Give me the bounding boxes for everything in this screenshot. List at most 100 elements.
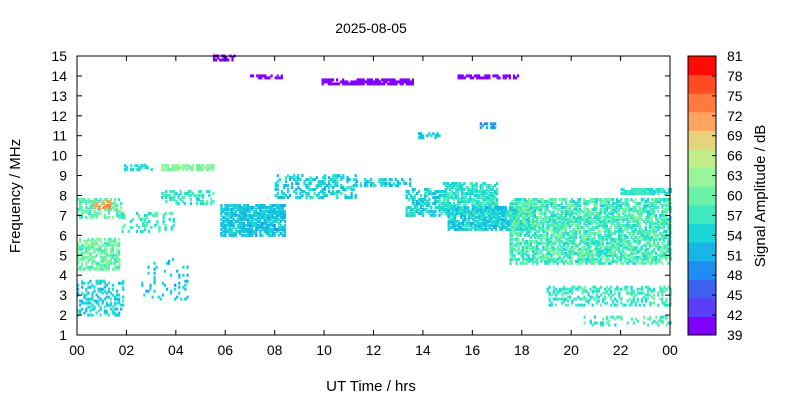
heatmap-cell (232, 211, 235, 215)
heatmap-cell (509, 202, 512, 205)
heatmap-cell (468, 219, 471, 223)
heatmap-cell (646, 211, 649, 215)
heatmap-cell (650, 261, 654, 265)
heatmap-cell (521, 227, 524, 231)
heatmap-cell (242, 225, 246, 229)
heatmap-cell (577, 251, 580, 255)
heatmap-cell (98, 206, 101, 209)
heatmap-cell (644, 293, 648, 297)
heatmap-cell (620, 229, 623, 233)
heatmap-cell (585, 213, 588, 217)
heatmap-cell (509, 215, 512, 219)
heatmap-cell (585, 249, 588, 253)
heatmap-cell (480, 225, 483, 229)
heatmap-cell (663, 221, 666, 225)
heatmap-cell (122, 281, 125, 285)
heatmap-cell (583, 219, 586, 223)
heatmap-cell (568, 209, 572, 213)
heatmap-cell (624, 253, 627, 257)
heatmap-cell (163, 192, 166, 195)
heatmap-cell (189, 168, 192, 172)
heatmap-cell (252, 74, 255, 78)
heatmap-cell (492, 126, 495, 130)
heatmap-cell (352, 82, 355, 86)
heatmap-cell (481, 192, 484, 195)
heatmap-cell (546, 247, 549, 251)
heatmap-cell (411, 200, 414, 203)
heatmap-cell (116, 204, 119, 207)
heatmap-cell (548, 259, 551, 263)
heatmap-cell (107, 287, 110, 291)
heatmap-cell (536, 206, 539, 209)
heatmap-cell (370, 78, 373, 82)
heatmap-cell (140, 164, 143, 168)
heatmap-cell (97, 281, 100, 285)
heatmap-cell (455, 223, 458, 227)
heatmap-cell (591, 239, 594, 243)
heatmap-cell (638, 225, 641, 229)
heatmap-cell (511, 215, 514, 219)
heatmap-cell (655, 200, 658, 203)
heatmap-cell (83, 301, 86, 305)
heatmap-cell (108, 200, 111, 203)
heatmap-cell (487, 196, 490, 199)
heatmap-cell (525, 229, 528, 233)
heatmap-cell (634, 208, 637, 211)
heatmap-cell (438, 194, 441, 197)
heatmap-cell (444, 188, 447, 191)
heatmap-cell (415, 202, 419, 205)
heatmap-cell (107, 209, 110, 213)
heatmap-cell (644, 206, 647, 209)
heatmap-cell (323, 186, 327, 189)
heatmap-cell (208, 164, 211, 168)
heatmap-cell (602, 321, 605, 325)
heatmap-cell (595, 204, 598, 207)
heatmap-cell (483, 196, 486, 199)
heatmap-cell (511, 229, 514, 233)
heatmap-cell (634, 261, 637, 265)
heatmap-cell (257, 219, 260, 223)
heatmap-cell (103, 305, 106, 309)
heatmap-cell (251, 217, 254, 221)
heatmap-cell (542, 233, 545, 237)
heatmap-cell (657, 323, 660, 327)
heatmap-cell (646, 291, 650, 295)
heatmap-cell (257, 211, 260, 215)
heatmap-cell (210, 166, 213, 170)
heatmap-cell (599, 229, 602, 233)
heatmap-cell (261, 209, 264, 213)
heatmap-cell (79, 299, 82, 303)
heatmap-cell (109, 307, 112, 311)
heatmap-cell (663, 190, 666, 193)
heatmap-cell (581, 237, 584, 241)
heatmap-cell (109, 259, 112, 263)
heatmap-cell (570, 215, 574, 219)
heatmap-cell (655, 206, 658, 209)
heatmap-cell (449, 225, 452, 229)
heatmap-cell (591, 200, 594, 203)
heatmap-cell (269, 211, 272, 215)
heatmap-cell (618, 215, 621, 219)
heatmap-cell (523, 206, 526, 209)
heatmap-cell (534, 204, 537, 207)
heatmap-cell (480, 206, 483, 209)
heatmap-cell (111, 255, 115, 259)
heatmap-cell (284, 176, 288, 180)
heatmap-cell (579, 215, 582, 219)
heatmap-cell (265, 217, 268, 221)
heatmap-cell (99, 265, 102, 269)
heatmap-cell (548, 261, 551, 265)
heatmap-cell (641, 190, 644, 193)
heatmap-cell (620, 239, 623, 243)
heatmap-cell (319, 190, 322, 193)
heatmap-cell (87, 237, 90, 241)
heatmap-cell (101, 251, 104, 255)
heatmap-cell (465, 206, 468, 209)
heatmap-cell (581, 235, 584, 239)
x-tick-label: 00 (662, 342, 678, 358)
heatmap-cell (350, 192, 353, 195)
heatmap-cell (483, 213, 486, 217)
heatmap-cell (595, 253, 598, 257)
heatmap-cell (661, 245, 664, 249)
heatmap-cell (550, 211, 553, 215)
